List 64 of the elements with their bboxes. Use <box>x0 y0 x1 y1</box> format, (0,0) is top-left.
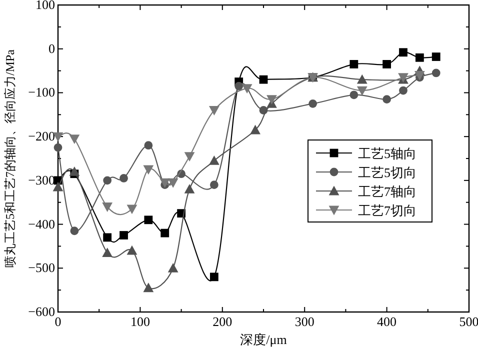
point <box>143 165 154 175</box>
point <box>120 231 128 240</box>
point <box>432 52 440 61</box>
point <box>432 68 440 78</box>
x-tick-label: 200 <box>212 314 232 329</box>
point <box>266 95 277 104</box>
legend-label: 工艺7切向 <box>358 203 416 218</box>
point <box>144 141 153 150</box>
point <box>350 90 358 100</box>
point <box>234 82 244 90</box>
point <box>54 143 62 152</box>
point <box>184 152 195 162</box>
point <box>399 86 408 95</box>
point <box>399 48 408 57</box>
point <box>102 248 113 257</box>
point <box>126 245 138 255</box>
point <box>308 99 318 108</box>
x-axis-title: 深度/μm <box>240 332 287 347</box>
point <box>210 180 218 190</box>
point <box>382 95 391 104</box>
y-tick-label: −300 <box>28 172 55 188</box>
point <box>208 155 220 165</box>
point <box>120 174 128 182</box>
point <box>69 166 80 176</box>
x-tick-label: 500 <box>459 314 478 329</box>
point <box>70 226 79 236</box>
point <box>160 178 170 188</box>
x-tick-label: 100 <box>130 314 150 329</box>
point <box>168 262 178 272</box>
y-tick-label: −600 <box>28 304 55 319</box>
y-tick-label: −500 <box>28 260 55 276</box>
legend-label: 工艺7轴向 <box>358 184 416 199</box>
point <box>102 202 113 212</box>
y-axis-title: 喷丸工艺5和工艺7的轴向、径向应力/MPa <box>3 48 17 268</box>
x-tick-label: 400 <box>377 314 397 329</box>
point <box>242 84 252 94</box>
legend-label: 工艺5切向 <box>358 165 416 180</box>
point <box>160 228 170 238</box>
point <box>103 233 112 242</box>
y-tick-label: −400 <box>28 216 55 232</box>
point <box>250 124 260 134</box>
point <box>210 272 218 282</box>
point <box>415 53 424 62</box>
y-tick-label: 0 <box>48 40 55 56</box>
point <box>143 282 154 292</box>
point <box>350 60 358 68</box>
point <box>184 184 195 194</box>
point <box>259 75 268 84</box>
legend-label: 工艺5轴向 <box>358 146 416 161</box>
y-tick-label: 100 <box>36 0 55 12</box>
point <box>52 182 64 192</box>
point <box>356 74 368 84</box>
x-tick-label: 300 <box>294 314 314 329</box>
point <box>382 60 391 68</box>
point <box>69 134 80 144</box>
point <box>356 86 368 96</box>
point <box>414 70 425 80</box>
point <box>126 204 138 214</box>
y-tick-label: −200 <box>28 128 55 144</box>
point <box>168 178 178 188</box>
point <box>103 176 112 185</box>
y-tick-label: −100 <box>28 84 55 100</box>
point <box>144 216 153 224</box>
point <box>208 106 220 116</box>
